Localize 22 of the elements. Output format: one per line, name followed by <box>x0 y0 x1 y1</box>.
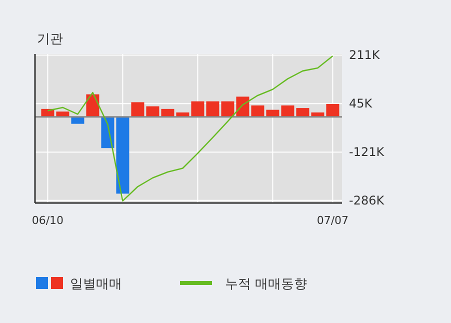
bar <box>251 105 264 117</box>
bar <box>71 116 84 124</box>
legend-item: 일별매매 <box>36 277 122 292</box>
bar <box>281 105 294 117</box>
x-tick-label: 06/10 <box>32 214 64 227</box>
y-tick-label: -121K <box>349 145 386 160</box>
bar <box>191 101 204 117</box>
legend-item: 누적 매매동향 <box>180 277 308 292</box>
bar <box>131 102 144 117</box>
y-tick-label: -286K <box>349 193 386 208</box>
legend-label: 누적 매매동향 <box>225 277 308 292</box>
bar <box>326 104 340 117</box>
chart-title: 기관 <box>37 32 63 47</box>
bar <box>206 101 220 117</box>
bar <box>146 106 160 117</box>
legend-label: 일별매매 <box>70 277 122 292</box>
x-tick-label: 07/07 <box>316 214 349 227</box>
bar <box>296 108 310 117</box>
bar <box>221 101 234 117</box>
bar <box>116 116 130 194</box>
y-tick-label: 211K <box>349 48 381 62</box>
y-tick-label: 45K <box>349 96 374 111</box>
